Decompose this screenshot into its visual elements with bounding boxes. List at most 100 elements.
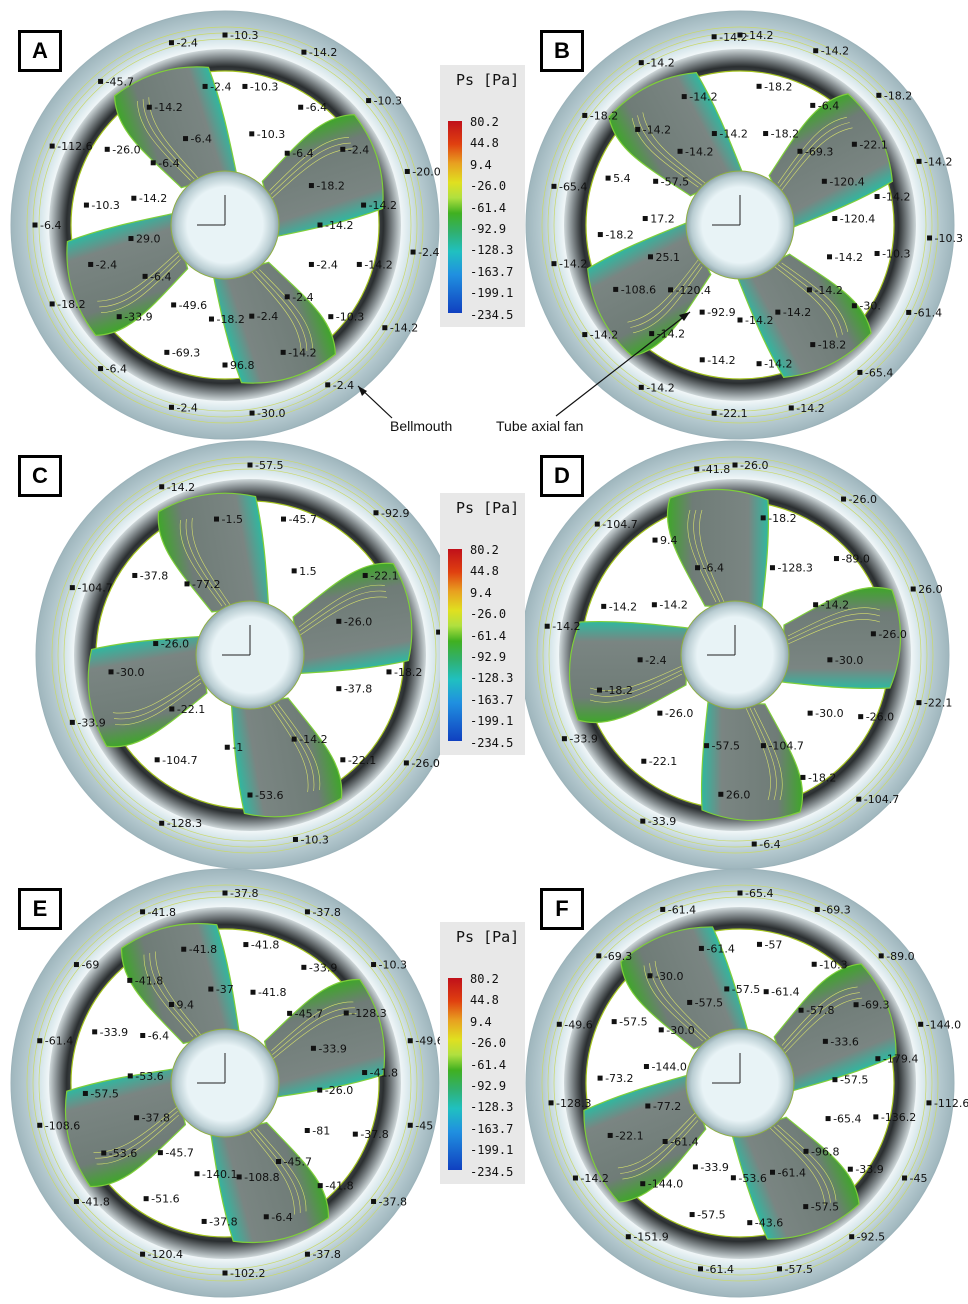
pressure-label: -6.4 [271,1211,292,1224]
probe-marker [73,1198,79,1204]
probe-marker [668,287,674,293]
pressure-label: -104.7 [602,518,637,531]
pressure-label: -92.5 [857,1231,885,1244]
pressure-contour [100,259,181,313]
probe-marker [810,102,816,108]
probe-marker [798,1007,804,1013]
probe-marker [247,792,253,798]
probe-marker [788,405,794,411]
probe-marker [681,94,687,100]
pressure-label: -45.7 [284,1155,312,1168]
probe-marker [298,104,304,110]
pressure-label: -77.2 [192,578,220,591]
probe-marker [556,1021,562,1027]
probe-marker [131,195,137,201]
fan-pressure-plot: -14.2 -18.2 -18.2 -14.2 -6.4 -69.3 -18.2 -22.1 -… [525,10,963,440]
pressure-label: -14.2 [325,219,353,232]
pressure-label: -136.2 [881,1111,916,1124]
legend-colorbar [448,978,462,1170]
pressure-label: -18.2 [884,89,912,102]
blade-surface [66,213,189,336]
pressure-contour [252,1130,301,1213]
pressure-contour [749,707,777,801]
pressure-contour [114,682,202,726]
probe-marker [362,1070,368,1076]
pressure-contour [99,255,180,308]
pressure-label: 25.1 [655,251,680,264]
blade-group [87,492,413,818]
probe-marker [902,1175,908,1181]
pressure-label: -57.8 [806,1004,834,1017]
pressure-label: -69.3 [604,950,632,963]
pressure-label: -89.0 [886,950,914,963]
probe-marker [699,309,705,315]
probe-marker [810,342,816,348]
legend-tick-label: -163.7 [470,264,514,279]
pressure-label: -57.5 [712,740,740,753]
pressure-label: -22.1 [370,569,398,582]
pressure-label: -53.6 [255,789,283,802]
bellmouth-contour [536,456,934,854]
probe-marker [310,1045,316,1051]
pressure-label: -92.9 [381,507,409,520]
probe-marker [32,222,38,228]
pressure-legend: Ps [Pa] 80.2 44.8 9.4 -26.0 -61.4 -92.9 -128.3… [440,922,525,1184]
pressure-label: -10.3 [882,247,910,260]
probe-marker [662,1138,668,1144]
probe-marker [916,158,922,164]
pressure-label: -41.8 [258,986,286,999]
probe-marker [132,572,138,578]
probe-marker [157,1150,163,1156]
fan-blade [157,492,270,613]
probe-marker [832,216,838,222]
blade-group [583,926,897,1240]
probe-marker [98,78,104,84]
pressure-label: -6.4 [158,157,179,170]
probe-marker [756,361,762,367]
probe-marker [582,112,588,118]
pressure-contour [617,1112,696,1169]
fan-blade [731,1116,860,1240]
pressure-label: -104.7 [162,754,197,767]
probe-marker [635,126,641,132]
pressure-contour [787,613,881,641]
pressure-label: -14.2 [707,354,735,367]
pressure-label: -14.2 [167,481,195,494]
legend-tick-label: 9.4 [470,157,492,172]
pressure-label: -26.0 [344,615,372,628]
pressure-label: -14.2 [369,199,397,212]
fan-blade [700,701,804,822]
pressure-label: -14.2 [154,101,182,114]
pressure-label: -61.4 [771,986,799,999]
probe-marker [382,325,388,331]
blade-surface [768,93,893,228]
probe-marker [356,261,362,267]
probe-marker [874,250,880,256]
pressure-label: -37.8 [230,887,258,900]
blade-surface [620,926,749,1050]
pressure-label: -2.4 [333,379,354,392]
pressure-label: -10.3 [300,833,328,846]
pressure-contour [779,122,850,188]
pressure-contour [777,1124,837,1201]
bellmouth-contour [541,26,939,424]
pressure-label: -6.4 [759,838,780,851]
pressure-contour [277,703,321,791]
probe-marker [653,178,659,184]
fan-blade [87,635,208,748]
probe-marker [640,1181,646,1187]
legend-tick-label: -61.4 [470,628,507,643]
pressure-label: -144.0 [926,1018,961,1031]
pressure-label: -18.2 [808,771,836,784]
pressure-contour [777,264,843,335]
pressure-label: -26.0 [740,459,768,472]
pressure-contour [769,1127,826,1206]
probe-marker [154,757,160,763]
pressure-contour [299,590,387,632]
fan-blade [263,978,386,1098]
pressure-label: -14.2 [552,620,580,633]
probe-marker [660,906,666,912]
pressure-label: -14.2 [835,251,863,264]
pressure-label: -30.0 [655,970,683,983]
pressure-contour [191,517,231,605]
